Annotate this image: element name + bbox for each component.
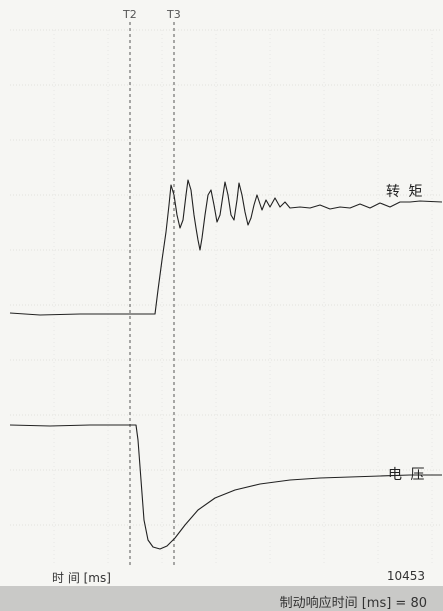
status-bar: 制动响应时间 [ms] = 80 [0,586,443,611]
marker-label-t2: T2 [122,8,137,21]
sample-count: 10453 [386,569,425,583]
series-lines [9,179,443,550]
x-axis-label: 时 间 [ms] [52,571,111,585]
grid [10,29,442,565]
series-line-voltage [9,424,442,550]
series-label-voltage: 电 压 [388,467,426,483]
chart-plot-area: T2 T3 转 矩 电 压 [9,8,443,565]
series-line-torque [9,179,443,316]
marker-label-t3: T3 [166,8,181,21]
series-label-torque: 转 矩 [386,184,424,200]
time-markers: T2 T3 [122,8,181,565]
brake-response-time: 制动响应时间 [ms] = 80 [279,596,427,611]
